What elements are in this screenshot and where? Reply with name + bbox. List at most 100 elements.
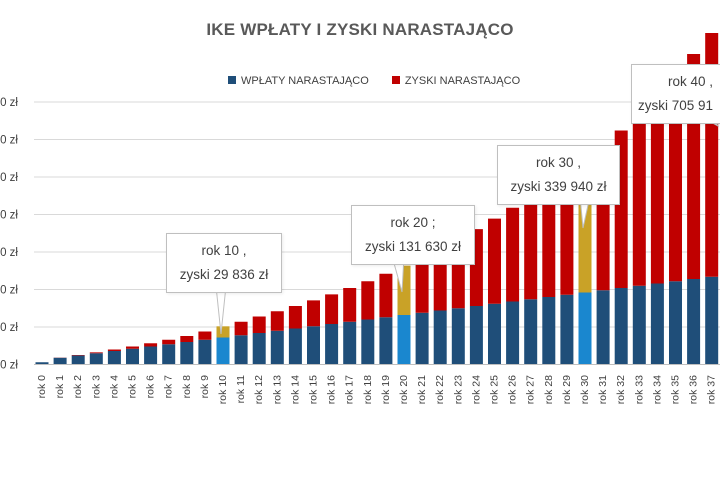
y-tick-label-5: 0 zł <box>0 172 18 184</box>
bar-wplaty-rok-2 <box>71 355 85 365</box>
bar-wplaty-rok-12 <box>252 333 266 365</box>
y-tick-label-3: 0 zł <box>0 247 18 259</box>
bar-zyski-rok-19 <box>379 273 393 318</box>
x-tick-label-rok-1: rok 1 <box>54 375 66 399</box>
bar-zyski-rok-15 <box>307 300 320 327</box>
legend-item-zyski: ZYSKI NARASTAJĄCO <box>391 75 521 87</box>
bar-wplaty-rok-3 <box>89 353 103 365</box>
x-tick-label-rok-22: rok 22 <box>434 375 446 404</box>
bar-zyski-rok-17 <box>343 288 357 322</box>
legend-item-wplaty: WPŁATY NARASTAJĄCO <box>228 75 369 87</box>
y-tick-label-7: 0 zł <box>0 97 18 109</box>
bar-wplaty-rok-8 <box>180 342 194 365</box>
bar-wplaty-rok-22 <box>433 310 447 365</box>
x-tick-label-rok-16: rok 16 <box>326 375 338 404</box>
callout-rok-20-line1: rok 20 ; <box>390 215 436 230</box>
x-tick-label-rok-21: rok 21 <box>416 375 428 404</box>
callout-rok-10: rok 10 , zyski 29 836 zł <box>166 233 282 293</box>
x-tick-label-rok-28: rok 28 <box>543 375 555 404</box>
bar-wplaty-rok-17 <box>343 321 357 365</box>
bar-wplaty-rok-9 <box>198 339 212 365</box>
bar-wplaty-rok-1 <box>53 357 67 365</box>
chart-legend: WPŁATY NARASTAJĄCO ZYSKI NARASTAJĄCO <box>228 75 540 87</box>
bar-wplaty-rok-26 <box>506 301 520 365</box>
x-tick-label-rok-7: rok 7 <box>163 375 175 399</box>
x-tick-label-rok-35: rok 35 <box>670 375 682 404</box>
x-tick-label-rok-33: rok 33 <box>633 375 645 404</box>
bar-zyski-rok-14 <box>288 306 302 329</box>
chart-title: IKE WPŁATY I ZYSKI NARASTAJĄCO <box>206 20 514 39</box>
x-tick-label-rok-37: rok 37 <box>706 375 718 404</box>
bar-zyski-rok-13 <box>270 311 284 331</box>
legend-label-zyski: ZYSKI NARASTAJĄCO <box>404 75 521 87</box>
bar-zyski-rok-27 <box>524 196 538 300</box>
bar-zyski-rok-26 <box>506 207 520 302</box>
bar-wplaty-rok-13 <box>270 330 284 365</box>
x-tick-label-rok-32: rok 32 <box>615 375 627 404</box>
x-tick-label-rok-10: rok 10 <box>217 375 229 404</box>
callout-rok-30-line1: rok 30 , <box>535 155 582 170</box>
y-tick-label-4: 0 zł <box>0 210 18 222</box>
y-tick-label-2: 0 zł <box>0 285 18 297</box>
x-tick-label-rok-8: rok 8 <box>181 375 193 399</box>
bar-zyski-rok-35 <box>669 75 682 282</box>
x-tick-label-rok-5: rok 5 <box>127 375 139 399</box>
bar-wplaty-rok-0 <box>35 362 49 365</box>
bar-wplaty-rok-37 <box>705 276 719 365</box>
bar-zyski-rok-18 <box>361 281 375 320</box>
callout-rok-40-line1: rok 40 , <box>668 74 714 89</box>
y-tick-label-0: 0 zł <box>0 360 18 372</box>
callout-rok-40: rok 40 , zyski 705 91 <box>631 64 720 124</box>
x-tick-label-rok-2: rok 2 <box>72 375 84 399</box>
x-tick-label-rok-18: rok 18 <box>362 375 374 404</box>
x-tick-label-rok-11: rok 11 <box>235 375 247 404</box>
bar-zyski-rok-9 <box>198 331 212 340</box>
x-tick-label-rok-4: rok 4 <box>108 375 120 399</box>
bar-wplaty-rok-15 <box>307 326 320 365</box>
bar-wplaty-rok-28 <box>542 297 556 365</box>
x-tick-label-rok-34: rok 34 <box>651 375 663 404</box>
callout-rok-30-line2: zyski 339 940 zł <box>510 179 607 194</box>
bar-zyski-rok-11 <box>234 321 248 336</box>
bar-zyski-rok-34 <box>650 94 664 284</box>
bar-zyski-rok-8 <box>180 336 194 342</box>
x-tick-label-rok-26: rok 26 <box>507 375 519 404</box>
bar-zyski-rok-33 <box>632 113 646 286</box>
x-tick-label-rok-30: rok 30 <box>579 375 591 404</box>
callout-rok-20-line2: zyski 131 630 zł <box>364 239 462 254</box>
x-tick-label-rok-25: rok 25 <box>489 375 501 404</box>
x-tick-label-rok-3: rok 3 <box>90 375 102 399</box>
bar-wplaty-rok-27 <box>524 299 538 365</box>
x-tick-label-rok-29: rok 29 <box>561 375 573 404</box>
bar-zyski-rok-21 <box>415 257 429 313</box>
x-tick-label-rok-6: rok 6 <box>145 375 157 399</box>
callout-rok-30: rok 30 , zyski 339 940 zł <box>497 145 620 205</box>
bar-zyski-rok-25 <box>488 218 501 304</box>
bar-zyski-rok-3 <box>89 352 103 354</box>
x-tick-label-rok-27: rok 27 <box>525 375 537 404</box>
bar-wplaty-rok-29 <box>560 294 574 365</box>
bar-wplaty-rok-23 <box>451 308 465 365</box>
y-tick-label-6: 0 zł <box>0 135 18 147</box>
bar-wplaty-rok-18 <box>361 319 375 365</box>
x-tick-label-rok-13: rok 13 <box>271 375 283 404</box>
x-tick-label-rok-9: rok 9 <box>199 375 211 399</box>
x-tick-label-rok-36: rok 36 <box>688 375 700 404</box>
x-tick-label-rok-12: rok 12 <box>253 375 265 404</box>
bar-zyski-rok-10 <box>216 326 230 338</box>
bar-wplaty-rok-19 <box>379 317 393 365</box>
bar-wplaty-rok-36 <box>687 279 701 365</box>
bar-wplaty-rok-30 <box>578 292 592 365</box>
bar-zyski-rok-6 <box>144 343 158 347</box>
x-tick-label-rok-14: rok 14 <box>289 375 301 404</box>
callout-rok-10-line1: rok 10 , <box>201 243 247 258</box>
bar-wplaty-rok-10 <box>216 337 230 365</box>
x-tick-label-rok-31: rok 31 <box>597 375 609 404</box>
legend-swatch-zyski <box>391 76 400 85</box>
bar-zyski-rok-4 <box>107 349 121 351</box>
bar-wplaty-rok-34 <box>650 283 664 365</box>
bar-zyski-rok-28 <box>542 184 556 297</box>
bar-wplaty-rok-24 <box>469 306 483 365</box>
bar-zyski-rok-16 <box>325 294 339 324</box>
